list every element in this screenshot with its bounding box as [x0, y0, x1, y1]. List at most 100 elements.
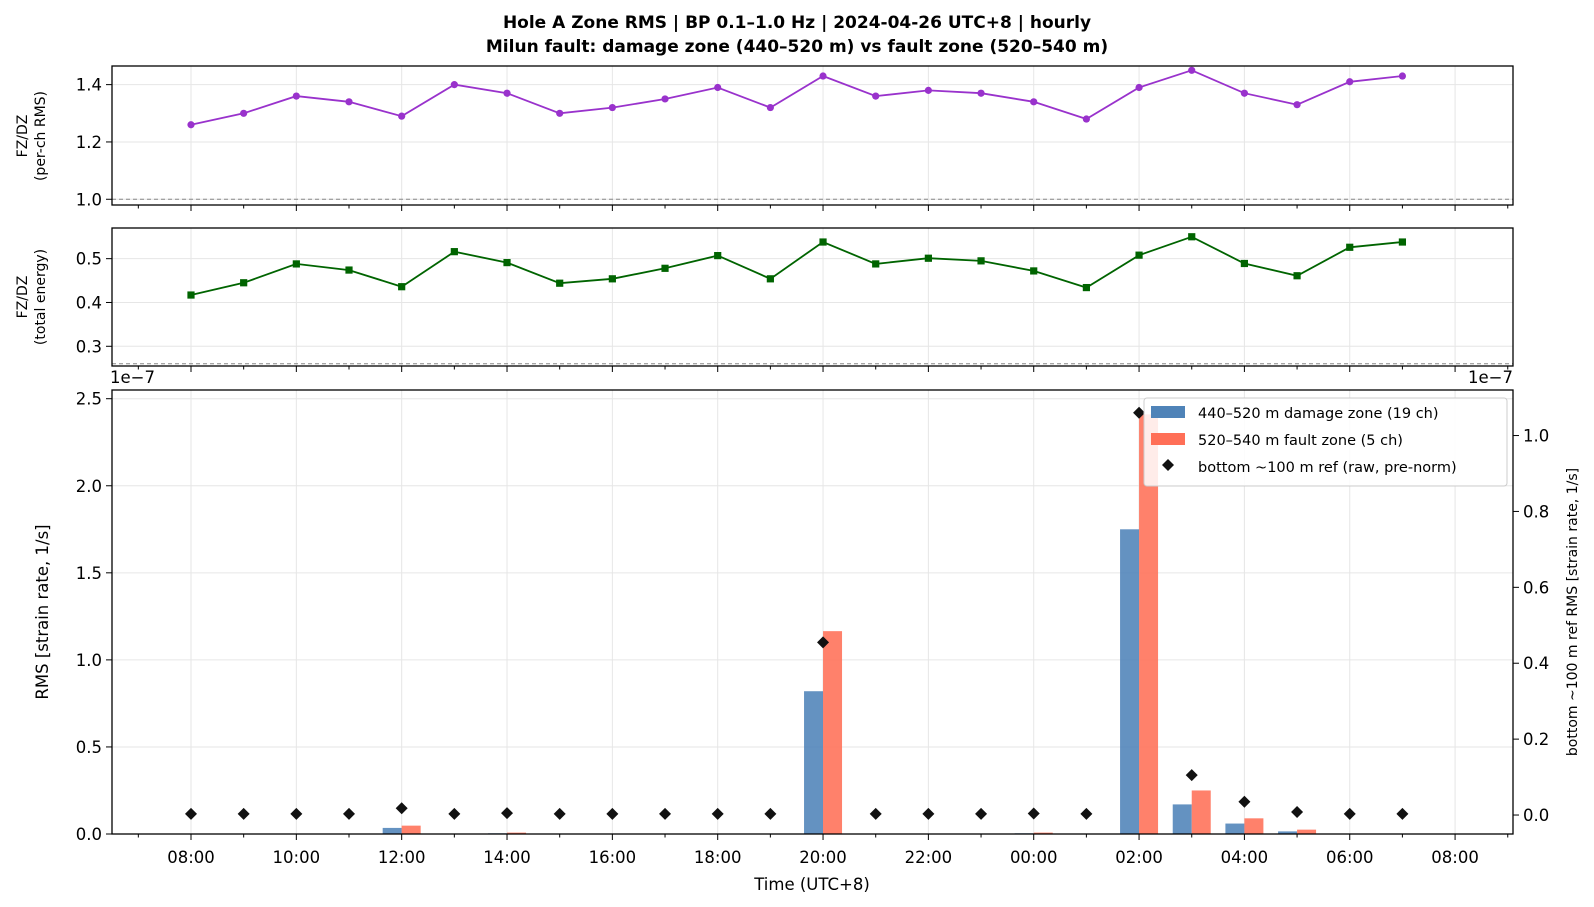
- data-point: [398, 112, 406, 120]
- data-point: [450, 81, 458, 89]
- data-point: [1346, 243, 1354, 251]
- reference-marker: [975, 807, 988, 820]
- x-tick-label: 18:00: [694, 848, 742, 867]
- panel-ratio-energy-frame: [111, 227, 1514, 367]
- reference-marker: [1238, 795, 1251, 808]
- reference-marker: [1396, 807, 1409, 820]
- y-tick-label: 0.3: [76, 337, 102, 356]
- data-point: [714, 252, 722, 260]
- y-label-ratio-rms-line2: (per-ch RMS): [33, 91, 49, 181]
- legend-label-damage-zone: 440–520 m damage zone (19 ch): [1198, 406, 1439, 422]
- series-line-ratio-energy: [190, 235, 1403, 296]
- figure-title-line2: Milun fault: damage zone (440–520 m) vs …: [486, 37, 1108, 57]
- reference-marker: [237, 807, 250, 820]
- x-tick-label: 06:00: [1326, 848, 1374, 867]
- bar-damage-zone: [382, 827, 402, 834]
- data-point: [766, 275, 774, 283]
- bar-damage-zone: [1225, 823, 1245, 834]
- data-point: [1240, 89, 1248, 97]
- data-point: [977, 257, 985, 265]
- y-tick-label: 0.5: [76, 738, 102, 757]
- data-point: [1135, 251, 1143, 259]
- x-label: Time (UTC+8): [753, 875, 870, 894]
- panel-ratio-rms: 1.0 1.2 1.4 FZ/DZ (per-ch RMS): [15, 65, 1514, 211]
- reference-marker: [1133, 406, 1146, 419]
- reference-marker: [1027, 807, 1040, 820]
- legend-frame: [1143, 397, 1508, 487]
- x-axis-ratio-rms: [137, 205, 1509, 211]
- data-point: [1030, 267, 1038, 275]
- data-point: [819, 238, 827, 246]
- bar-damage-zone: [1278, 831, 1298, 834]
- x-tick-label: 22:00: [905, 848, 953, 867]
- bar-fault-zone: [507, 832, 527, 834]
- legend: 440–520 m damage zone (19 ch) 520–540 m …: [1143, 397, 1508, 487]
- data-point: [924, 86, 932, 94]
- panel-ratio-energy: 0.3 0.4 0.5 FZ/DZ (total energy): [15, 227, 1514, 372]
- reference-marker: [185, 807, 197, 820]
- legend-label-fault-zone: 520–540 m fault zone (5 ch): [1198, 433, 1403, 449]
- legend-swatch-reference: [1162, 459, 1174, 471]
- y-axis-right-ref: 0.0 0.2 0.4 0.6 0.8 1.0: [1513, 427, 1549, 825]
- y-axis-ratio-rms: 1.0 1.2 1.4: [76, 76, 112, 209]
- y-tick-label-right: 1.0: [1523, 427, 1549, 446]
- bar-fault-zone: [1244, 818, 1264, 834]
- data-point: [1082, 115, 1090, 123]
- data-point: [924, 254, 932, 262]
- data-point: [187, 291, 195, 299]
- reference-marker: [448, 807, 461, 820]
- y-tick-label: 1.0: [76, 651, 102, 670]
- x-tick-label: 04:00: [1221, 848, 1269, 867]
- data-point: [1293, 272, 1301, 280]
- series-line-ratio-rms: [190, 69, 1403, 126]
- data-point: [1240, 259, 1248, 268]
- data-point: [1398, 238, 1407, 246]
- panel-ratio-energy-grid: [112, 228, 1513, 366]
- data-point: [292, 92, 300, 100]
- y-axis-left-rms: 0.0 0.5 1.0 1.5 2.0 2.5: [76, 390, 112, 844]
- reference-marker: [817, 636, 830, 649]
- data-point: [503, 89, 511, 97]
- data-point: [1188, 66, 1196, 74]
- reference-markers: [185, 406, 1409, 820]
- bar-damage-zone: [1172, 804, 1192, 834]
- data-point: [556, 279, 564, 287]
- data-point: [1293, 101, 1301, 109]
- series-markers-ratio-rms: [187, 66, 1407, 129]
- reference-marker: [553, 807, 566, 820]
- x-tick-label: 00:00: [1010, 848, 1058, 867]
- bar-fault-zone: [1297, 829, 1317, 834]
- series-markers-ratio-energy: [187, 233, 1407, 299]
- bar-damage-zone: [804, 691, 824, 834]
- data-point: [1082, 283, 1090, 292]
- bar-damage-zone: [1120, 529, 1140, 834]
- y-tick-label-right: 0.6: [1523, 578, 1549, 597]
- y-label-ratio-energy-line1: FZ/DZ: [15, 276, 31, 319]
- x-tick-label: 12:00: [378, 848, 426, 867]
- data-point: [661, 264, 669, 272]
- data-point: [872, 92, 880, 100]
- panel-ratio-rms-frame: [111, 65, 1514, 206]
- x-tick-label: 16:00: [589, 848, 637, 867]
- y-tick-label: 0.4: [76, 293, 102, 312]
- offset-left-label: 1e−7: [110, 368, 155, 387]
- x-tick-label: 08:00: [167, 848, 215, 867]
- data-point: [240, 109, 248, 117]
- y-tick-label: 0.5: [76, 250, 102, 269]
- data-point: [1346, 78, 1354, 86]
- reference-marker: [711, 807, 724, 820]
- x-axis-ratio-energy: [137, 366, 1509, 372]
- y-tick-label-right: 0.2: [1523, 730, 1549, 749]
- y-tick-label: 1.5: [76, 564, 102, 583]
- y-tick-label: 1.2: [76, 133, 102, 152]
- bar-fault-zone: [823, 631, 843, 834]
- data-point: [450, 248, 458, 256]
- data-point: [1135, 83, 1143, 92]
- data-point: [977, 89, 985, 97]
- offset-right-label: 1e−7: [1468, 368, 1513, 387]
- legend-swatch-damage-zone: [1151, 406, 1185, 418]
- y-tick-label-right: 0.8: [1523, 502, 1549, 521]
- data-point: [345, 266, 353, 274]
- reference-marker: [869, 807, 882, 820]
